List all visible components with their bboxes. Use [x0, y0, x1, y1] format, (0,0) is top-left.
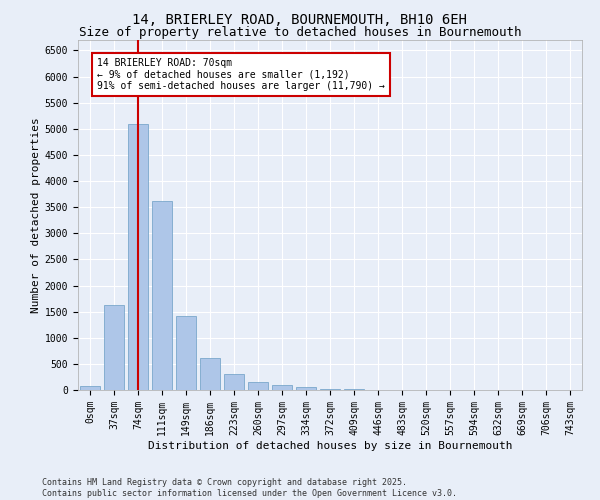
Bar	[272, 386, 292, 390]
X-axis label: Distribution of detached houses by size in Bournemouth: Distribution of detached houses by size …	[148, 440, 512, 450]
Bar	[320, 388, 340, 390]
Bar	[152, 201, 172, 390]
Bar	[128, 124, 148, 390]
Bar	[248, 382, 268, 390]
Text: Size of property relative to detached houses in Bournemouth: Size of property relative to detached ho…	[79, 26, 521, 39]
Bar	[80, 386, 100, 390]
Bar	[104, 305, 124, 390]
Bar	[176, 316, 196, 390]
Bar	[296, 388, 316, 390]
Bar	[224, 374, 244, 390]
Text: 14 BRIERLEY ROAD: 70sqm
← 9% of detached houses are smaller (1,192)
91% of semi-: 14 BRIERLEY ROAD: 70sqm ← 9% of detached…	[97, 58, 385, 92]
Text: Contains HM Land Registry data © Crown copyright and database right 2025.
Contai: Contains HM Land Registry data © Crown c…	[42, 478, 457, 498]
Text: 14, BRIERLEY ROAD, BOURNEMOUTH, BH10 6EH: 14, BRIERLEY ROAD, BOURNEMOUTH, BH10 6EH	[133, 12, 467, 26]
Bar	[200, 358, 220, 390]
Y-axis label: Number of detached properties: Number of detached properties	[31, 117, 41, 313]
